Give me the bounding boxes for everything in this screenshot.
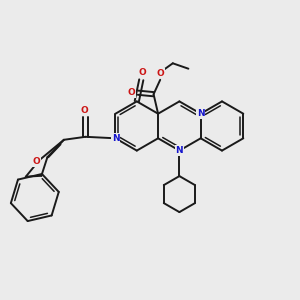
Text: O: O [139, 68, 147, 77]
Text: O: O [80, 106, 88, 115]
Text: N: N [197, 109, 205, 118]
Text: O: O [32, 157, 40, 166]
Text: O: O [128, 88, 135, 97]
Text: O: O [156, 69, 164, 78]
Text: N: N [176, 146, 183, 155]
Text: N: N [112, 134, 119, 143]
